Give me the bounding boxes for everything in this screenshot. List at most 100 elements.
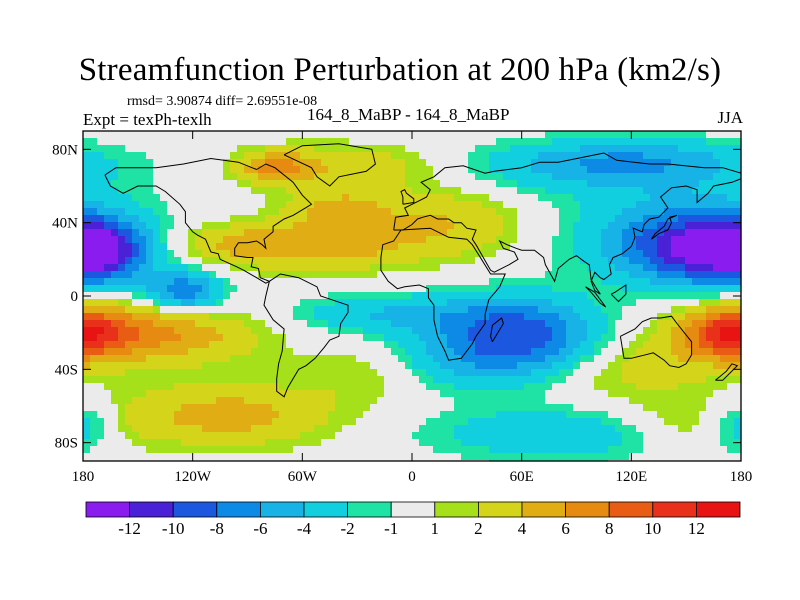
field-cell — [209, 425, 217, 433]
field-cell — [321, 215, 329, 223]
field-cell — [475, 194, 483, 202]
field-cell — [237, 397, 245, 405]
field-cell — [657, 159, 665, 167]
field-cell — [356, 299, 364, 307]
field-cell — [573, 334, 581, 342]
field-cell — [132, 376, 140, 384]
field-cell — [601, 327, 609, 335]
field-cell — [335, 432, 343, 440]
field-cell — [167, 222, 175, 230]
field-cell — [300, 271, 308, 279]
field-cell — [146, 334, 154, 342]
field-cell — [524, 145, 532, 153]
field-cell — [678, 208, 686, 216]
field-cell — [321, 376, 329, 384]
field-cell — [139, 131, 147, 139]
field-cell — [531, 187, 539, 195]
field-cell — [720, 194, 728, 202]
field-cell — [706, 145, 714, 153]
field-cell — [111, 152, 119, 160]
field-cell — [552, 341, 560, 349]
field-cell — [433, 397, 441, 405]
field-cell — [720, 306, 728, 314]
field-cell — [139, 222, 147, 230]
field-cell — [195, 432, 203, 440]
field-cell — [314, 152, 322, 160]
field-cell — [510, 390, 518, 398]
field-cell — [377, 327, 385, 335]
field-cell — [461, 327, 469, 335]
field-cell — [636, 425, 644, 433]
field-cell — [524, 418, 532, 426]
field-cell — [342, 383, 350, 391]
field-cell — [97, 362, 105, 370]
field-cell — [426, 369, 434, 377]
field-cell — [370, 418, 378, 426]
field-cell — [468, 215, 476, 223]
field-cell — [209, 180, 217, 188]
field-cell — [419, 166, 427, 174]
field-cell — [328, 362, 336, 370]
field-cell — [643, 439, 651, 447]
field-cell — [573, 446, 581, 454]
field-cell — [174, 369, 182, 377]
field-cell — [531, 320, 539, 328]
field-cell — [496, 257, 504, 265]
field-cell — [454, 432, 462, 440]
field-cell — [461, 229, 469, 237]
field-cell — [223, 131, 231, 139]
field-cell — [125, 397, 133, 405]
field-cell — [356, 131, 364, 139]
field-cell — [538, 348, 546, 356]
field-cell — [517, 187, 525, 195]
field-cell — [636, 453, 644, 461]
field-cell — [601, 201, 609, 209]
field-cell — [335, 278, 343, 286]
field-cell — [104, 348, 112, 356]
field-cell — [566, 194, 574, 202]
field-cell — [391, 446, 399, 454]
field-cell — [426, 334, 434, 342]
field-cell — [209, 348, 217, 356]
field-cell — [307, 397, 315, 405]
field-cell — [629, 306, 637, 314]
field-cell — [223, 313, 231, 321]
field-cell — [314, 432, 322, 440]
field-cell — [377, 397, 385, 405]
field-cell — [454, 201, 462, 209]
field-cell — [153, 320, 161, 328]
field-cell — [167, 355, 175, 363]
field-cell — [573, 348, 581, 356]
field-cell — [391, 306, 399, 314]
colorbar-swatch — [217, 502, 261, 517]
field-cell — [468, 376, 476, 384]
field-cell — [594, 404, 602, 412]
field-cell — [650, 376, 658, 384]
field-cell — [601, 390, 609, 398]
field-cell — [685, 264, 693, 272]
field-cell — [97, 131, 105, 139]
field-cell — [251, 222, 259, 230]
field-cell — [461, 250, 469, 258]
field-cell — [447, 222, 455, 230]
field-cell — [398, 166, 406, 174]
field-cell — [370, 411, 378, 419]
field-cell — [244, 292, 252, 300]
field-cell — [713, 257, 721, 265]
field-cell — [286, 362, 294, 370]
field-cell — [601, 439, 609, 447]
field-cell — [104, 390, 112, 398]
field-cell — [489, 257, 497, 265]
field-cell — [447, 278, 455, 286]
field-cell — [90, 376, 98, 384]
field-cell — [573, 271, 581, 279]
field-cell — [566, 201, 574, 209]
field-cell — [237, 404, 245, 412]
field-cell — [377, 425, 385, 433]
field-cell — [678, 432, 686, 440]
field-cell — [286, 341, 294, 349]
field-cell — [188, 271, 196, 279]
field-cell — [482, 383, 490, 391]
field-cell — [496, 397, 504, 405]
field-cell — [83, 320, 91, 328]
